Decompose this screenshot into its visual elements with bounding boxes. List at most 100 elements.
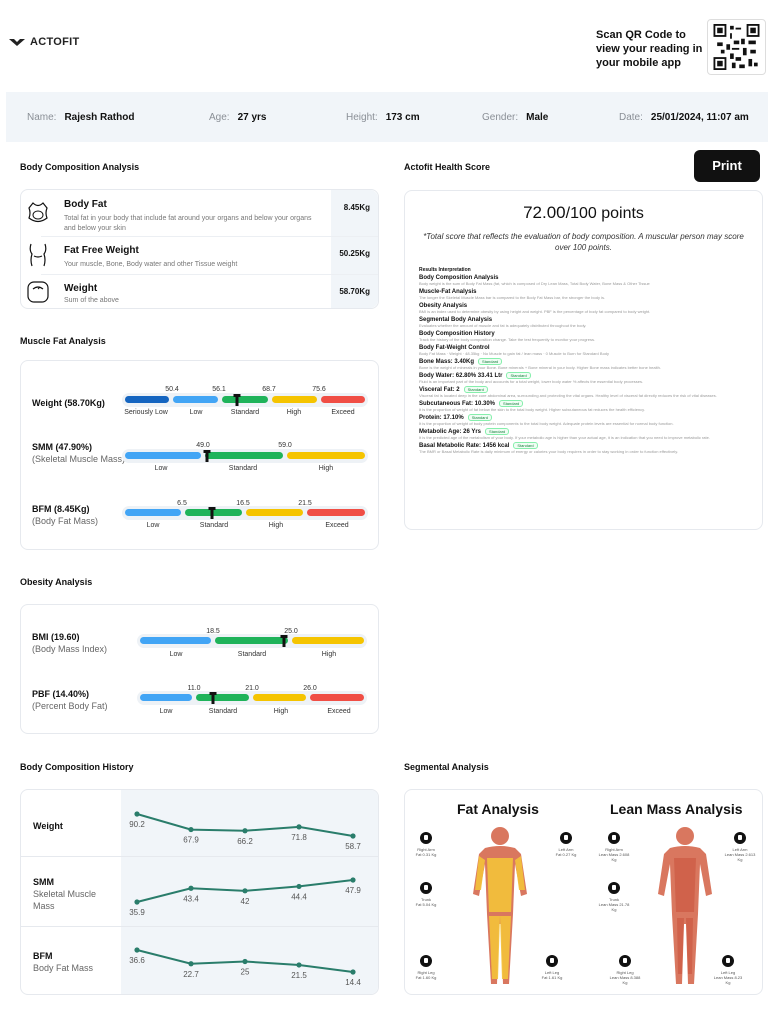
weight-marker [233,394,241,406]
bfm-range-bar [122,506,368,520]
fat-right-leg: Right Leg Fat 1.60 Kg [411,955,441,980]
name-field: Name: Rajesh Rathod [27,111,135,123]
interp-title: Results Interpretation [419,267,471,273]
logo-icon [9,39,25,46]
interp-text: Bone is the weight of minerals in your B… [419,365,661,370]
tick: 11.0 [187,685,201,692]
segment-exceed [307,509,365,516]
category-label: Low [146,522,160,529]
fat-free-weight-value: 50.25Kg [339,249,370,258]
data-point [134,899,140,905]
data-label: 43.4 [183,894,199,903]
interp-metrics: Bone Mass: 3.40Kg Standard Bone is the wei… [419,358,748,455]
category-label: Exceed [327,708,351,715]
bmi-range-bar [137,634,367,648]
divider [41,236,378,237]
print-button[interactable]: Print [694,150,760,182]
data-point [134,811,140,817]
segment-low [140,637,211,644]
age-field: Age: 27 yrs [209,111,267,123]
data-label: 36.6 [129,956,145,965]
weight-range-label: Weight (58.70Kg) [32,398,105,408]
metric-value: Bone Mass: 3.40Kg [419,358,475,365]
body-fat-desc: Total fat in your body that include fat … [64,215,312,232]
status-badge: Standard [506,372,531,379]
status-badge: Standard [499,400,524,407]
data-label: 14.4 [345,978,361,987]
segment-standard [196,694,249,701]
history-label-smm: SMM Skeletal Muscle Mass [33,877,97,911]
right-leg-icon [619,955,631,967]
category-label: Low [159,708,173,715]
obesity-title: Obesity Analysis [20,577,93,587]
health-score-title: Actofit Health Score [404,162,491,172]
tick: 16.5 [236,500,250,507]
value-column [331,190,378,308]
weight-desc: Sum of the above [64,297,119,304]
tick: 75.6 [312,386,326,393]
segment-standard [185,509,242,516]
interp-heading: Muscle-Fat Analysis [419,289,477,295]
fat-right-arm: Right Arm Fat 0.31 Kg [411,832,441,857]
tick: 68.7 [262,386,276,393]
bfm-marker [208,507,216,519]
interp-heading: Obesity Analysis [419,303,468,309]
right-leg-icon [420,955,432,967]
data-label: 58.7 [345,842,361,851]
qr-code-icon [713,24,760,70]
results-interpretation: Results Interpretation Body Composition … [419,267,748,455]
metric-value: Visceral Fat: 2 [419,386,460,393]
segmental-card: Fat Analysis Lean Mass Analysis Right Ar… [404,789,763,995]
segment-high [253,694,306,701]
data-point [350,877,356,883]
interp-items: Body Composition Analysis Body weight is … [419,275,748,357]
tick: 50.4 [165,386,179,393]
left-arm-icon [560,832,572,844]
muscle-fat-title: Muscle Fat Analysis [20,336,106,346]
category-label: Standard [230,409,260,416]
tick: 6.5 [177,500,187,507]
metric-value: Subcutaneous Fat: 10.30% [419,400,496,407]
segment-standard [205,452,283,459]
interp-text: Evaluates whether the amount of muscle a… [419,323,587,328]
status-badge: Standard [513,442,538,449]
interp-text: It is the proportion of weight of body p… [419,421,674,426]
category-label: High [268,522,284,529]
category-label: Standard [208,708,238,715]
tick: 21.0 [245,685,259,692]
history-card: Weight SMM Skeletal Muscle Mass BFM Body F… [20,789,379,995]
divider [21,856,378,857]
category-label: Standard [228,465,258,472]
weight-range-bar [122,393,368,407]
fat-free-weight-row: Fat Free Weight Your muscle, Bone, Body … [21,236,378,274]
lean-left-arm: Left Arm Lean Mass 2.613 Kg [723,832,757,862]
data-label: 47.9 [345,886,361,895]
torso-icon [29,243,47,267]
category-label: Low [189,409,203,416]
fat-trunk: Trunk Fat 5.04 Kg [411,882,441,907]
logo-text: ACTOFIT [30,36,80,48]
qr-code[interactable] [707,19,766,75]
segmental-title: Segmental Analysis [404,762,489,772]
history-label-weight: Weight [33,821,63,831]
gender-field: Gender: Male [482,111,549,123]
data-point [242,958,248,965]
status-badge: Standard [478,358,503,365]
body-composition-title: Body Composition Analysis [20,162,140,172]
interp-text: Fluid is an important part of the body a… [419,379,644,384]
segment-standard [222,396,268,403]
bmi-range-label: BMI (19.60) (Body Mass Index) [32,632,108,654]
bmi-marker [280,635,288,647]
interp-metric: Basal Metabolic Rate: 1456 kcal Standard [419,442,748,449]
segment-seriously-low [125,396,169,403]
interp-text: Body Fat Mass · Weight · 48.35kg · No Mu… [419,351,610,356]
weight-row: Weight Sum of the above 58.70Kg [21,274,378,310]
divider [21,926,378,927]
trunk-icon [420,882,432,894]
body-fat-row: Body Fat Total fat in your body that inc… [21,190,378,236]
body-fat-name: Body Fat [64,199,107,210]
data-label: 66.2 [237,837,253,846]
metric-value: Protein: 17.10% [419,414,464,421]
lean-body-figure [658,827,712,984]
segment-low [173,396,218,403]
